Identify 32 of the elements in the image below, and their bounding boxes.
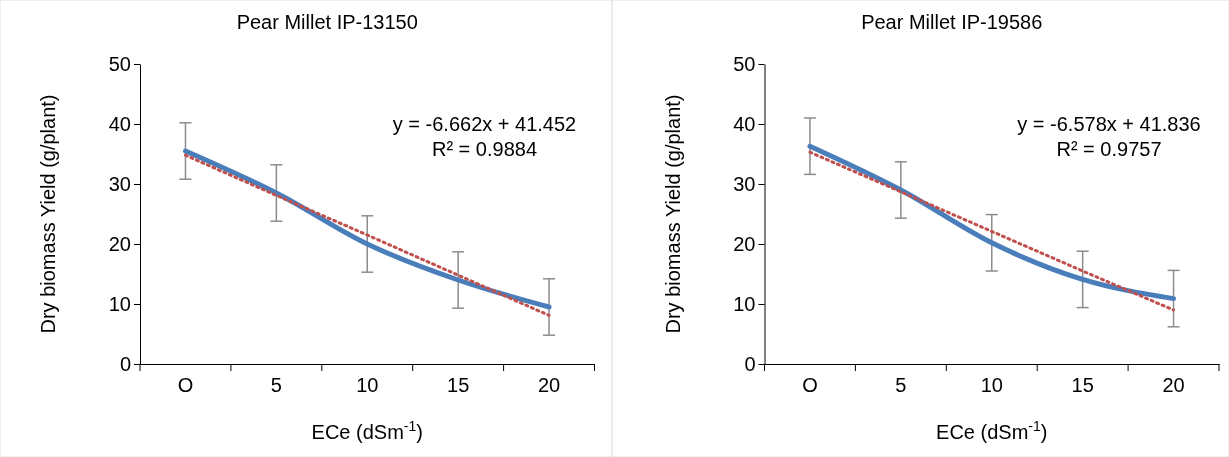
- y-tick-label: 10: [733, 292, 756, 315]
- y-axis-title: Dry biomass Yield (g/plant): [37, 94, 59, 334]
- y-tick-label: 50: [733, 52, 756, 75]
- annotation: R² = 0.9757: [1056, 138, 1162, 160]
- y-tick-label: 0: [744, 352, 756, 375]
- y-tick-label: 50: [108, 52, 131, 75]
- y-tick-label: 0: [119, 352, 131, 375]
- chart-title: Pear Millet IP-13150: [236, 11, 418, 33]
- y-tick-label: 30: [733, 172, 756, 195]
- x-tick-label: 5: [270, 374, 282, 397]
- annotation: y = -6.662x + 41.452: [392, 113, 577, 135]
- x-tick-label: 10: [980, 374, 1003, 397]
- x-axis-title: ECe (dSm$^{-1}$): [311, 418, 423, 443]
- annotation: R² = 0.9884: [431, 138, 538, 160]
- x-tick-label: O: [177, 374, 194, 397]
- y-tick-label: 20: [733, 232, 756, 255]
- y-tick-label: 10: [108, 292, 131, 315]
- x-axis-title: ECe (dSm$^{-1}$): [936, 418, 1048, 443]
- chart-title: Pear Millet IP-19586: [861, 11, 1043, 33]
- y-axis-title: Dry biomass Yield (g/plant): [661, 94, 684, 334]
- x-tick-label: O: [802, 374, 818, 397]
- x-tick-label: 15: [447, 374, 470, 397]
- annotation: y = -6.578x + 41.836: [1017, 113, 1201, 135]
- x-tick-label: 20: [1162, 374, 1185, 397]
- x-tick-label: 10: [356, 374, 379, 397]
- y-tick-label: 30: [108, 172, 131, 195]
- y-tick-label: 20: [108, 232, 131, 255]
- x-tick-label: 5: [895, 374, 907, 397]
- y-tick-label: 40: [108, 112, 131, 135]
- x-tick-label: 15: [1071, 374, 1094, 397]
- x-tick-label: 20: [537, 374, 561, 397]
- y-tick-label: 40: [733, 112, 756, 135]
